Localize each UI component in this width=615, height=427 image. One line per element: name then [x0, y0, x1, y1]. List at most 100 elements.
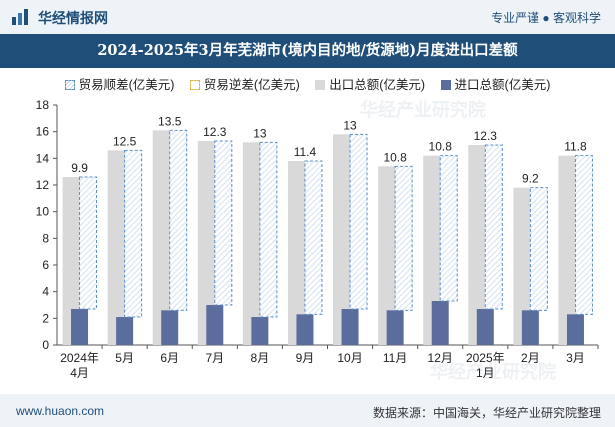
- import-bar: [296, 314, 314, 345]
- surplus-bar: [439, 155, 458, 302]
- x-tick-label: 12月: [428, 351, 453, 365]
- export-bar: [378, 166, 396, 345]
- legend-label-surplus: 贸易顺差(亿美元): [78, 78, 175, 92]
- x-tick-label-line: 3月: [566, 351, 585, 365]
- import-bar: [431, 301, 449, 345]
- import-bar: [521, 310, 539, 345]
- surplus-data-label: 10.8: [429, 140, 453, 154]
- x-tick-label-line: 2月: [521, 351, 540, 365]
- chart-title: 2024-2025年3月年芜湖市(境内目的地/货源地)月度进出口差额: [0, 34, 615, 68]
- x-tick-label: 8月: [251, 351, 270, 365]
- surplus-bar: [394, 165, 413, 311]
- x-tick-label: 10月: [337, 351, 362, 365]
- surplus-data-label: 12.3: [474, 129, 498, 143]
- export-bar: [152, 130, 170, 345]
- x-tick-label-line: 12月: [428, 351, 453, 365]
- import-bar: [71, 309, 89, 345]
- surplus-bar: [349, 133, 368, 310]
- x-tick-label: 3月: [566, 351, 585, 365]
- surplus-data-label: 9.2: [522, 172, 539, 186]
- y-tick-label: 14: [36, 151, 50, 165]
- x-tick-label-line: 5月: [115, 351, 134, 365]
- x-tick-label-line: 4月: [70, 366, 89, 380]
- x-tick-label-line: 2024年: [60, 351, 99, 365]
- x-tick-label: 9月: [296, 351, 315, 365]
- legend-item-deficit: 贸易逆差(亿美元): [189, 74, 300, 93]
- site-url: www.huaon.com: [16, 404, 105, 418]
- surplus-bar: [574, 155, 593, 315]
- export-bar: [107, 150, 125, 345]
- y-tick-label: 18: [36, 98, 50, 112]
- y-tick-label: 8: [42, 231, 49, 245]
- x-tick-label: 2月: [521, 351, 540, 365]
- y-tick-label: 0: [42, 338, 49, 352]
- x-tick-label-line: 2025年: [466, 351, 505, 365]
- legend-swatch-export: [315, 80, 326, 90]
- brand-name: 华经情报网: [38, 10, 108, 26]
- legend-label-export: 出口总额(亿美元): [329, 78, 426, 92]
- chart-legend: 贸易顺差(亿美元) 贸易逆差(亿美元) 出口总额(亿美元) 进口总额(亿美元): [0, 74, 615, 94]
- x-tick-label-line: 11月: [383, 351, 407, 365]
- x-tick-label: 7月: [205, 351, 224, 365]
- import-bar: [341, 309, 359, 345]
- legend-swatch-deficit: [189, 80, 200, 90]
- legend-item-import: 进口总额(亿美元): [440, 74, 551, 93]
- x-tick-label: 11月: [383, 351, 407, 365]
- export-bar: [558, 155, 576, 345]
- surplus-bar: [214, 140, 233, 306]
- surplus-bar: [79, 176, 98, 310]
- x-tick-label: 2024年 4月: [60, 351, 99, 380]
- top-bar: 华经情报网 专业严谨 ● 客观科学: [0, 0, 615, 34]
- x-tick-label-line: 1月: [476, 366, 495, 380]
- import-bar: [161, 310, 179, 345]
- x-tick-label: 5月: [115, 351, 134, 365]
- surplus-data-label: 13: [343, 118, 357, 132]
- legend-item-export: 出口总额(亿美元): [315, 74, 425, 93]
- bar-chart: 0 2 4 6 8 10 12 14 16 18 9.9 2024年 4月 12.5 5月 13.5 6月 12.…: [36, 98, 599, 380]
- export-bar: [423, 155, 441, 345]
- surplus-bar: [484, 144, 503, 310]
- import-bar: [476, 309, 494, 345]
- surplus-data-label: 10.8: [383, 150, 407, 164]
- legend-label-deficit: 贸易逆差(亿美元): [203, 78, 300, 92]
- bottom-bar: www.huaon.com 数据来源：中国海关，华经产业研究院整理: [0, 394, 615, 427]
- export-bar: [287, 161, 305, 345]
- legend-swatch-import: [440, 80, 451, 90]
- import-bar: [251, 317, 269, 345]
- import-bar: [386, 310, 404, 345]
- surplus-data-label: 12.5: [113, 134, 137, 148]
- surplus-data-label: 11.8: [564, 140, 587, 154]
- surplus-data-label: 13: [253, 126, 267, 140]
- surplus-bar: [529, 187, 548, 311]
- export-bar: [468, 145, 486, 345]
- y-tick-label: 4: [42, 285, 49, 299]
- surplus-bar: [124, 149, 143, 318]
- tagline: 专业严谨 ● 客观科学: [491, 11, 601, 25]
- surplus-bar: [259, 141, 278, 318]
- surplus-bar: [304, 160, 323, 315]
- surplus-data-label: 11.4: [294, 145, 317, 159]
- data-source: 数据来源：中国海关，华经产业研究院整理: [372, 406, 601, 420]
- export-bar: [333, 134, 351, 345]
- x-tick-label-line: 8月: [251, 351, 270, 365]
- export-bar: [62, 177, 80, 345]
- x-tick-label: 6月: [160, 351, 179, 365]
- export-bar: [242, 142, 260, 345]
- x-tick-label-line: 6月: [160, 351, 179, 365]
- surplus-data-label: 13.5: [158, 114, 182, 128]
- y-tick-label: 12: [36, 178, 50, 192]
- y-tick-label: 2: [42, 311, 49, 325]
- surplus-data-label: 12.3: [203, 125, 227, 139]
- surplus-bar: [169, 129, 188, 311]
- export-bar: [197, 141, 215, 345]
- x-tick-label-line: 9月: [296, 351, 315, 365]
- export-bar: [513, 187, 531, 345]
- legend-swatch-surplus: [64, 80, 75, 90]
- y-tick-label: 10: [36, 205, 50, 219]
- legend-label-import: 进口总额(亿美元): [454, 78, 551, 92]
- import-bar: [116, 317, 134, 345]
- legend-item-surplus: 贸易顺差(亿美元): [64, 74, 175, 93]
- brand-logo-icon: [12, 9, 28, 25]
- y-tick-label: 6: [42, 258, 49, 272]
- surplus-data-label: 9.9: [71, 161, 88, 175]
